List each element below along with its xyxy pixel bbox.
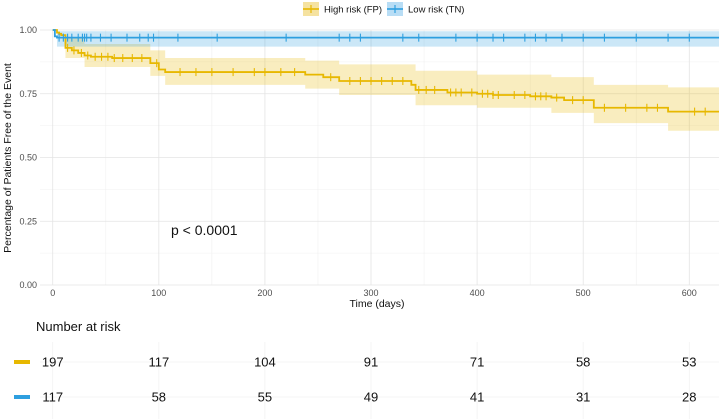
risk-count: 91 xyxy=(364,355,378,370)
axis-ticks: 0 100 200 300 400 500 600 0.00 0.25 0.50 0.75 1.00 xyxy=(19,25,696,298)
survival-curve-series-0[interactable] xyxy=(52,29,719,113)
risk-count: 41 xyxy=(470,390,484,405)
risk-count: 197 xyxy=(42,355,64,370)
y-tick-label: 0.75 xyxy=(19,89,37,99)
risk-table: 197 117 104 91 71 58 53 117 58 55 49 41 31 28 xyxy=(14,355,697,405)
risk-count: 58 xyxy=(576,355,590,370)
risk-row-color-key xyxy=(14,395,30,399)
survival-curve-series-1[interactable] xyxy=(52,29,719,39)
risk-count: 104 xyxy=(254,355,276,370)
x-tick-label: 300 xyxy=(363,288,378,298)
legend-item-low-risk[interactable]: Low risk (TN) xyxy=(387,2,464,16)
risk-table-title: Number at risk xyxy=(36,319,121,334)
risk-table-grid xyxy=(40,342,719,419)
risk-count: 49 xyxy=(364,390,378,405)
p-value-label: p < 0.0001 xyxy=(171,222,238,238)
x-tick-label: 500 xyxy=(576,288,591,298)
risk-count: 28 xyxy=(682,390,696,405)
plot-grid xyxy=(40,29,719,286)
risk-row-color-key xyxy=(14,360,30,364)
risk-count: 31 xyxy=(576,390,590,405)
legend-label-low-risk: Low risk (TN) xyxy=(408,5,464,16)
risk-count: 117 xyxy=(148,355,169,370)
risk-count: 55 xyxy=(258,390,272,405)
y-tick-label: 0.25 xyxy=(19,216,37,226)
legend-item-high-risk[interactable]: High risk (FP) xyxy=(303,2,382,16)
y-tick-label: 0.00 xyxy=(19,280,37,290)
survival-curves xyxy=(52,29,719,113)
y-tick-label: 1.00 xyxy=(19,25,37,35)
risk-count: 53 xyxy=(682,355,696,370)
x-axis-title: Time (days) xyxy=(349,298,404,310)
risk-count: 71 xyxy=(470,355,484,370)
risk-count: 117 xyxy=(42,390,63,405)
x-tick-label: 400 xyxy=(470,288,485,298)
x-tick-label: 200 xyxy=(257,288,272,298)
legend: High risk (FP) Low risk (TN) xyxy=(303,2,464,16)
x-tick-label: 100 xyxy=(151,288,166,298)
y-tick-label: 0.50 xyxy=(19,153,37,163)
censor-marks xyxy=(58,33,706,116)
y-axis-title: Percentage of Patients Free of the Event xyxy=(2,63,14,253)
risk-count: 58 xyxy=(152,390,166,405)
x-tick-label: 0 xyxy=(50,288,55,298)
x-tick-label: 600 xyxy=(682,288,697,298)
legend-label-high-risk: High risk (FP) xyxy=(324,5,382,16)
